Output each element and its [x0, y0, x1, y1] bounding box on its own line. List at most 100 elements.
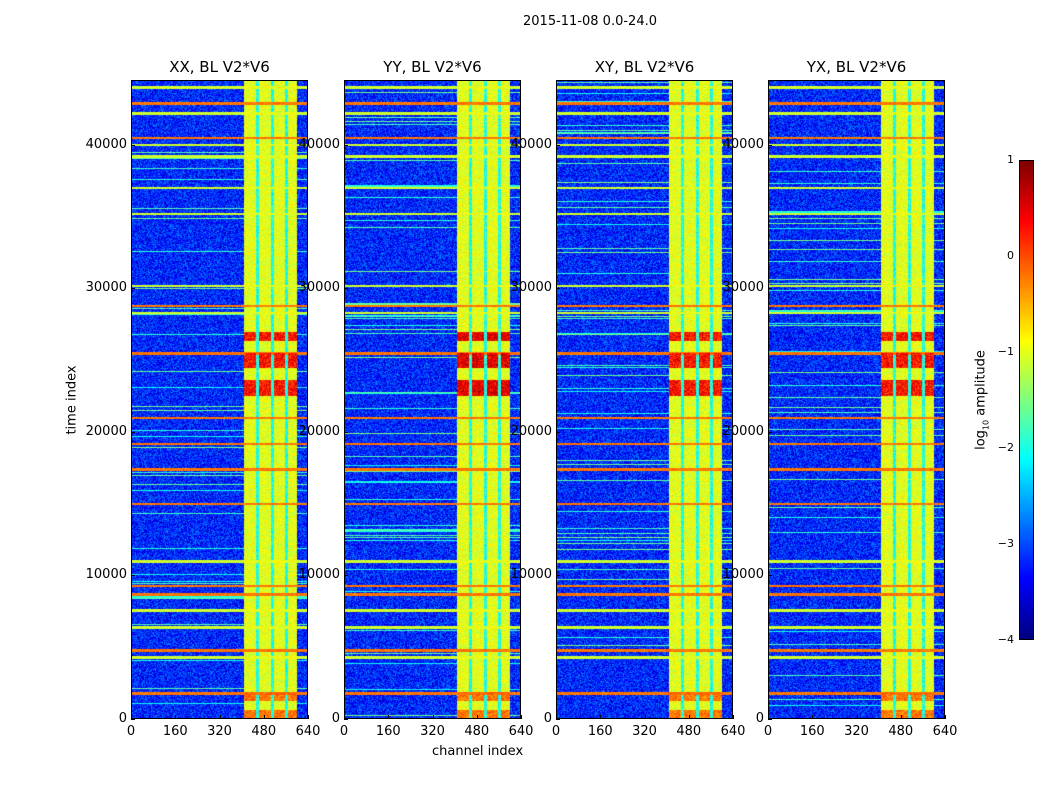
x-tick-mark — [556, 715, 557, 719]
colorbar-tick-label: 1 — [1007, 153, 1014, 166]
heatmap-image — [768, 80, 945, 719]
heatmap-image — [344, 80, 521, 719]
colorbar-label: log10 amplitude — [973, 350, 991, 450]
y-tick-label: 0 — [543, 711, 552, 726]
y-tick-label: 0 — [755, 711, 764, 726]
y-tick-mark — [131, 719, 135, 720]
y-tick-mark — [768, 575, 772, 577]
y-tick-label: 10000 — [85, 567, 127, 583]
y-tick-label: 40000 — [722, 136, 764, 152]
x-tick-mark — [600, 715, 602, 719]
colorbar — [1019, 160, 1034, 640]
colorbar-gradient — [1020, 161, 1033, 639]
x-tick-label: 0 — [763, 724, 773, 739]
y-tick-label: 10000 — [722, 567, 764, 583]
heatmap-image — [556, 80, 733, 719]
y-tick-mark — [131, 431, 135, 433]
x-tick-mark — [308, 715, 309, 719]
x-tick-mark — [768, 715, 769, 719]
y-tick-label: 20000 — [85, 423, 127, 439]
colorbar-tick-label: −2 — [997, 441, 1014, 454]
y-tick-label: 20000 — [722, 423, 764, 439]
x-tick-label: 0 — [551, 724, 561, 739]
x-tick-label: 160 — [799, 724, 825, 739]
x-tick-label: 480 — [888, 724, 914, 739]
waterfall-panel-2: YY, BL V2*V6 0 10000 20000 30000 40000 0 160 320… — [299, 58, 534, 739]
x-tick-label: 160 — [587, 724, 613, 739]
x-tick-mark — [175, 715, 177, 719]
x-tick-mark — [644, 715, 646, 719]
waterfall-panel-4: YX, BL V2*V6 0 10000 20000 30000 40000 0 160 320… — [723, 58, 958, 739]
colorbar-tick-label: −4 — [997, 633, 1014, 646]
x-tick-label: 640 — [295, 724, 321, 739]
x-tick-mark — [344, 715, 345, 719]
axes-frame — [768, 80, 945, 719]
y-axis-label: time index — [64, 365, 80, 435]
panel-title: YY, BL V2*V6 — [383, 58, 482, 76]
y-tick-label: 30000 — [298, 280, 340, 296]
y-tick-mark — [131, 288, 135, 290]
x-tick-mark — [219, 715, 221, 719]
x-tick-label: 480 — [251, 724, 277, 739]
y-tick-mark — [768, 431, 772, 433]
y-tick-mark — [344, 431, 348, 433]
x-tick-mark — [263, 715, 265, 719]
x-tick-label: 0 — [339, 724, 349, 739]
y-tick-mark — [131, 575, 135, 577]
y-tick-mark — [344, 719, 348, 720]
x-tick-mark — [476, 715, 478, 719]
y-tick-label: 10000 — [298, 567, 340, 583]
x-tick-mark — [131, 715, 132, 719]
y-tick-label: 0 — [331, 711, 340, 726]
x-tick-label: 160 — [162, 724, 188, 739]
y-tick-label: 30000 — [85, 280, 127, 296]
waterfall-panel-1: XX, BL V2*V6 0 10000 20000 30000 40000 0 160 320… — [86, 58, 321, 739]
colorbar-tick-label: 0 — [1007, 249, 1014, 262]
y-tick-mark — [344, 288, 348, 290]
x-tick-label: 640 — [720, 724, 746, 739]
y-tick-label: 40000 — [85, 136, 127, 152]
y-tick-label: 20000 — [510, 423, 552, 439]
y-tick-label: 40000 — [298, 136, 340, 152]
x-tick-label: 0 — [126, 724, 136, 739]
y-tick-label: 20000 — [298, 423, 340, 439]
panel-title: XY, BL V2*V6 — [594, 58, 695, 76]
x-tick-label: 480 — [464, 724, 490, 739]
x-tick-label: 320 — [420, 724, 445, 739]
y-tick-mark — [556, 575, 560, 577]
y-tick-label: 10000 — [510, 567, 552, 583]
waterfall-panel-3: XY, BL V2*V6 0 10000 20000 30000 40000 0 160 320… — [511, 58, 746, 739]
y-tick-mark — [344, 575, 348, 577]
colorbar-tick-label: −3 — [997, 537, 1014, 550]
x-tick-mark — [688, 715, 690, 719]
y-tick-label: 0 — [118, 711, 127, 726]
y-tick-mark — [556, 719, 560, 720]
y-tick-mark — [768, 719, 772, 720]
axes-frame — [556, 80, 733, 719]
x-tick-mark — [521, 715, 522, 719]
x-tick-mark — [856, 715, 858, 719]
x-tick-label: 320 — [632, 724, 657, 739]
x-tick-mark — [388, 715, 390, 719]
figure-title: 2015-11-08 0.0-24.0 — [523, 14, 657, 29]
x-tick-label: 160 — [375, 724, 401, 739]
y-tick-mark — [344, 144, 348, 146]
y-tick-mark — [556, 144, 560, 146]
axes-frame — [344, 80, 521, 719]
y-tick-mark — [131, 144, 135, 146]
y-tick-label: 40000 — [510, 136, 552, 152]
y-tick-mark — [556, 288, 560, 290]
x-tick-mark — [812, 715, 814, 719]
panel-title: XX, BL V2*V6 — [169, 58, 270, 76]
x-tick-mark — [733, 715, 734, 719]
y-tick-label: 30000 — [510, 280, 552, 296]
x-axis-label: channel index — [432, 744, 524, 759]
y-tick-mark — [556, 431, 560, 433]
y-tick-mark — [768, 288, 772, 290]
x-tick-label: 640 — [932, 724, 958, 739]
panel-title: YX, BL V2*V6 — [806, 58, 907, 76]
y-tick-mark — [768, 144, 772, 146]
x-tick-label: 320 — [207, 724, 232, 739]
y-tick-label: 30000 — [722, 280, 764, 296]
colorbar-tick-label: −1 — [997, 345, 1014, 358]
